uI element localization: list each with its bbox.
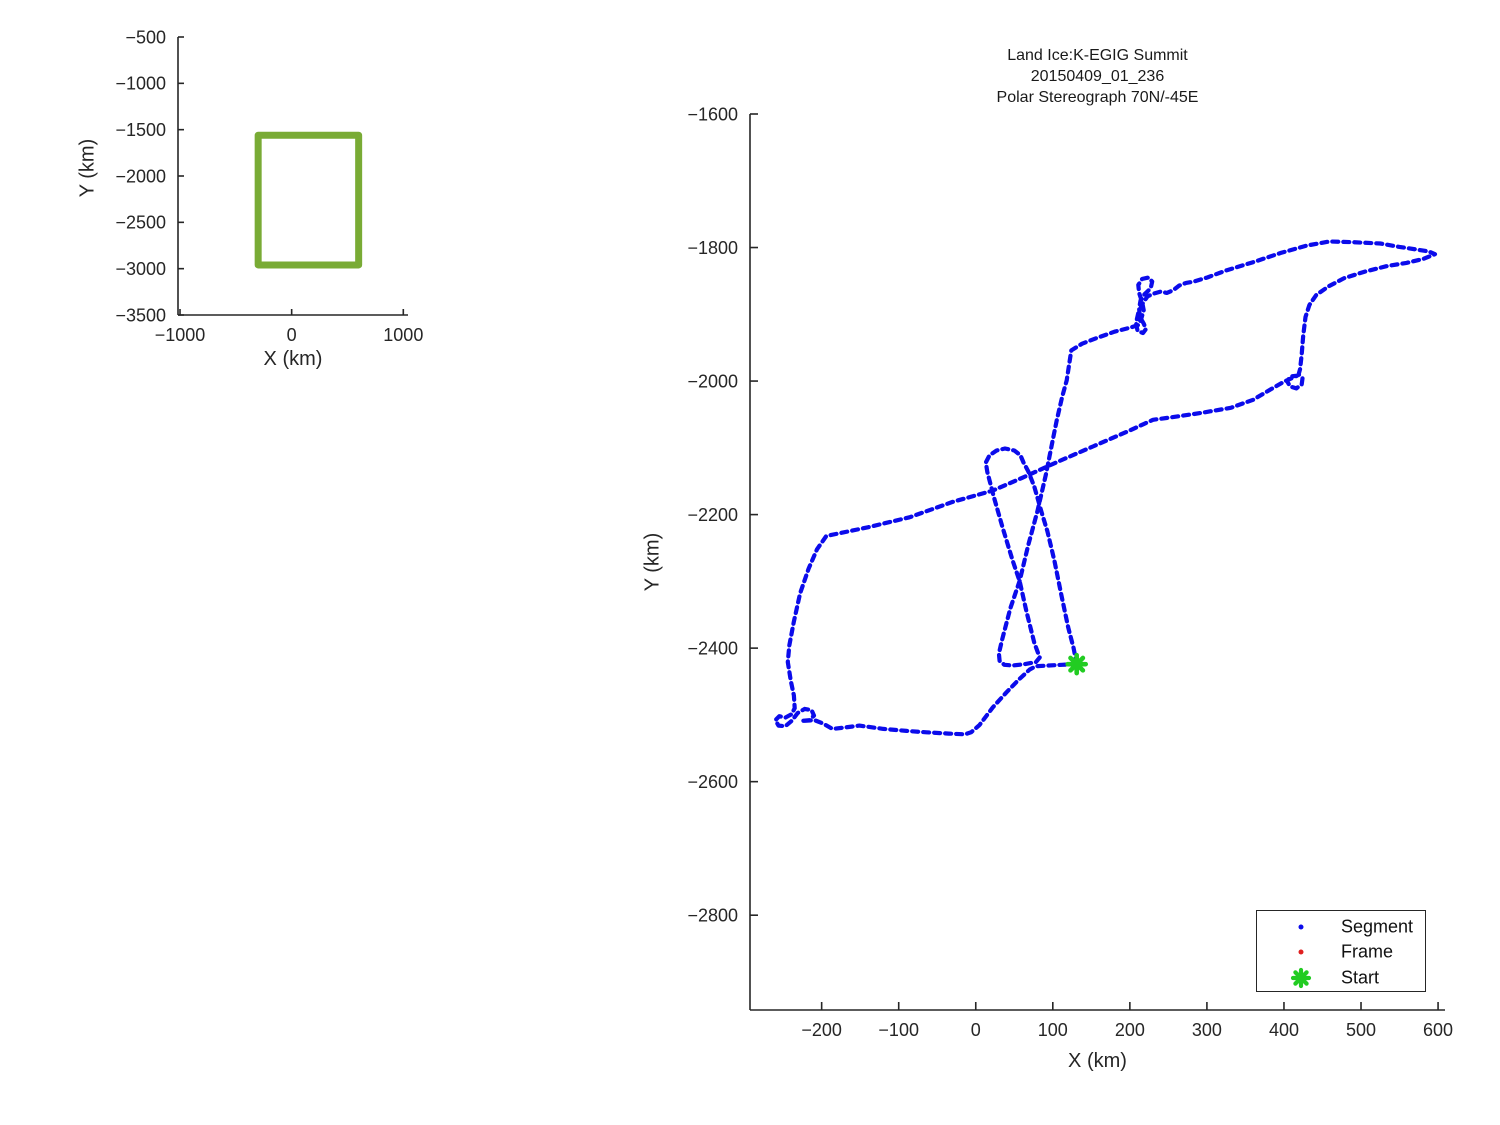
x-tick-label: 200 <box>1115 1020 1145 1040</box>
start-asterisk-icon <box>1290 967 1312 989</box>
y-tick-label: −2500 <box>115 213 166 233</box>
x-tick-label: 100 <box>1038 1020 1068 1040</box>
x-tick-label: 1000 <box>383 325 423 345</box>
y-tick-label: −2000 <box>687 371 738 391</box>
legend-label-segment: Segment <box>1341 916 1414 937</box>
x-tick-label: −200 <box>801 1020 842 1040</box>
x-tick-label: 500 <box>1346 1020 1376 1040</box>
x-tick-label: −100 <box>878 1020 919 1040</box>
flight-track <box>773 239 1438 737</box>
y-tick-label: −2200 <box>687 505 738 525</box>
frame-dot-icon <box>1298 949 1304 955</box>
x-tick-label: 0 <box>287 325 297 345</box>
y-tick-label: −1000 <box>115 74 166 94</box>
y-tick-label: −3500 <box>115 305 166 325</box>
title-line-2: 20150409_01_236 <box>1030 68 1165 85</box>
overview-inset-axes: −1000 0 1000 −500 −1000 −1500 −2000 −2500 −3000 −… <box>115 27 423 345</box>
x-tick-label: 400 <box>1269 1020 1299 1040</box>
coverage-box <box>254 131 363 269</box>
flight-track-axes: −200 −100 0 100 200 300 400 500 600 −1600 −1800 −20… <box>687 104 1453 1040</box>
y-tick-label: −2000 <box>115 166 166 186</box>
plot-title: Land Ice:K-EGIG Summit 20150409_01_236 P… <box>750 45 1445 108</box>
x-tick-label: −1000 <box>155 325 206 345</box>
inset-y-axis-label: Y (km) <box>76 138 99 198</box>
main-y-axis-label: Y (km) <box>641 532 664 592</box>
x-tick-label: 300 <box>1192 1020 1222 1040</box>
inset-x-axis-label: X (km) <box>263 348 323 370</box>
legend-label-start: Start <box>1341 967 1380 988</box>
y-tick-label: −1500 <box>115 120 166 140</box>
y-tick-label: −1600 <box>687 104 738 124</box>
y-tick-label: −2400 <box>687 638 738 658</box>
start-marker <box>1065 652 1088 676</box>
segment-dot-icon <box>1298 924 1304 930</box>
x-tick-label: 600 <box>1423 1020 1453 1040</box>
x-tick-label: 0 <box>971 1020 981 1040</box>
title-line-3: Polar Stereograph 70N/-45E <box>996 89 1199 106</box>
legend-row-frame: Frame <box>1257 940 1425 966</box>
y-tick-label: −500 <box>125 27 166 47</box>
legend-row-start: Start <box>1257 965 1425 991</box>
title-line-1: Land Ice:K-EGIG Summit <box>1007 47 1188 64</box>
legend-row-segment: Segment <box>1257 914 1425 940</box>
y-tick-label: −1800 <box>687 238 738 258</box>
y-tick-label: −2800 <box>687 905 738 925</box>
y-tick-label: −2600 <box>687 772 738 792</box>
y-tick-label: −3000 <box>115 259 166 279</box>
main-x-axis-label: X (km) <box>1068 1050 1127 1072</box>
legend: Segment Frame Start <box>1256 910 1426 992</box>
legend-label-frame: Frame <box>1341 941 1394 962</box>
